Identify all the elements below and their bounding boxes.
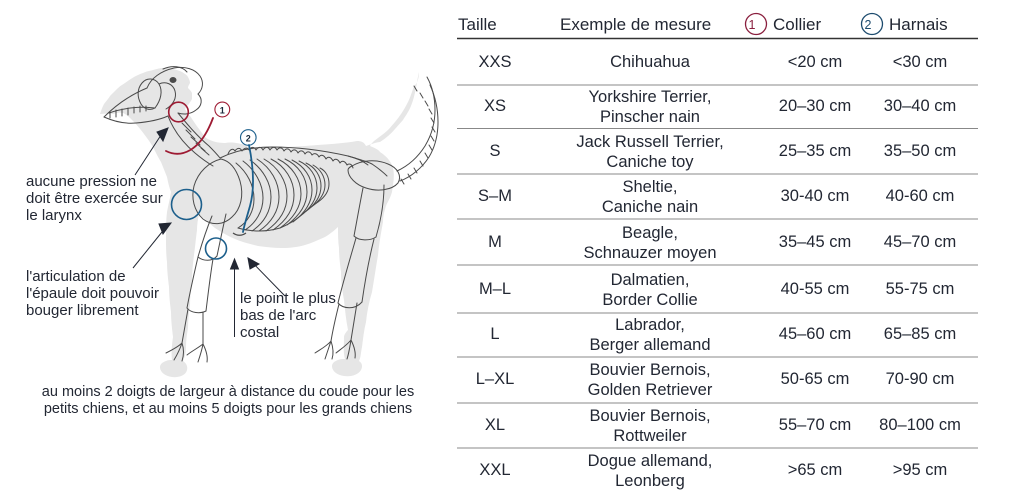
svg-text:2: 2 (246, 133, 251, 143)
svg-text:1: 1 (220, 105, 225, 115)
svg-text:l'épaule doit pouvoir: l'épaule doit pouvoir (26, 285, 159, 302)
svg-text:Caniche toy: Caniche toy (606, 153, 694, 171)
svg-text:>95 cm: >95 cm (893, 461, 948, 479)
svg-text:le larynx: le larynx (26, 207, 82, 224)
svg-text:Chihuahua: Chihuahua (610, 53, 691, 71)
svg-text:2: 2 (865, 18, 872, 32)
svg-text:XL: XL (485, 416, 505, 434)
svg-text:45–70 cm: 45–70 cm (884, 233, 956, 251)
svg-text:Golden Retriever: Golden Retriever (588, 381, 713, 399)
svg-text:<20 cm: <20 cm (788, 53, 843, 71)
svg-text:aucune pression ne: aucune pression ne (26, 173, 157, 190)
svg-text:30–40 cm: 30–40 cm (884, 97, 956, 115)
svg-text:doit être exercée sur: doit être exercée sur (26, 190, 163, 207)
svg-text:80–100 cm: 80–100 cm (879, 416, 961, 434)
svg-text:M–L: M–L (479, 280, 511, 298)
svg-text:L: L (490, 325, 499, 343)
svg-text:Dalmatien,: Dalmatien, (611, 271, 690, 289)
svg-text:20–30 cm: 20–30 cm (779, 97, 851, 115)
svg-text:le point le plus: le point le plus (240, 290, 336, 307)
svg-text:55-75 cm: 55-75 cm (886, 280, 955, 298)
svg-text:Bouvier Bernois,: Bouvier Bernois, (589, 361, 710, 379)
svg-text:Exemple de mesure: Exemple de mesure (560, 15, 711, 34)
svg-text:bas de l'arc: bas de l'arc (240, 307, 317, 324)
svg-text:25–35 cm: 25–35 cm (779, 142, 851, 160)
svg-text:XXS: XXS (478, 53, 511, 71)
svg-text:Schnauzer moyen: Schnauzer moyen (584, 244, 717, 262)
svg-text:costal: costal (240, 324, 279, 341)
svg-text:55–70 cm: 55–70 cm (779, 416, 851, 434)
svg-text:S: S (489, 142, 500, 160)
svg-text:Bouvier Bernois,: Bouvier Bernois, (589, 407, 710, 425)
svg-text:bouger librement: bouger librement (26, 302, 139, 319)
svg-text:Labrador,: Labrador, (615, 316, 685, 334)
svg-text:Sheltie,: Sheltie, (622, 178, 677, 196)
svg-text:70-90 cm: 70-90 cm (886, 370, 955, 388)
svg-text:35–45 cm: 35–45 cm (779, 233, 851, 251)
svg-text:35–50 cm: 35–50 cm (884, 142, 956, 160)
svg-text:Leonberg: Leonberg (615, 472, 685, 490)
svg-text:l'articulation de: l'articulation de (26, 268, 126, 285)
svg-text:40-60 cm: 40-60 cm (886, 187, 955, 205)
svg-text:M: M (488, 233, 502, 251)
svg-text:40-55 cm: 40-55 cm (781, 280, 850, 298)
svg-text:XXL: XXL (479, 461, 510, 479)
svg-text:Dogue allemand,: Dogue allemand, (588, 452, 713, 470)
svg-text:Jack Russell Terrier,: Jack Russell Terrier, (576, 133, 723, 151)
svg-text:L–XL: L–XL (476, 370, 515, 388)
svg-text:Border Collie: Border Collie (602, 291, 697, 309)
svg-text:1: 1 (749, 18, 756, 32)
svg-text:au moins 2 doigts de largeur à: au moins 2 doigts de largeur à distance … (42, 384, 414, 400)
svg-text:petits chiens, et au moins 5 d: petits chiens, et au moins 5 doigts pour… (44, 401, 412, 417)
svg-text:Collier: Collier (773, 15, 822, 34)
svg-text:XS: XS (484, 97, 506, 115)
svg-text:>65 cm: >65 cm (788, 461, 843, 479)
svg-text:Caniche nain: Caniche nain (602, 198, 698, 216)
svg-text:S–M: S–M (478, 187, 512, 205)
svg-text:<30 cm: <30 cm (893, 53, 948, 71)
svg-text:Taille: Taille (458, 15, 497, 34)
svg-text:Beagle,: Beagle, (622, 224, 678, 242)
svg-text:Harnais: Harnais (889, 15, 948, 34)
svg-text:Yorkshire Terrier,: Yorkshire Terrier, (589, 88, 712, 106)
svg-text:50-65 cm: 50-65 cm (781, 370, 850, 388)
svg-text:45–60 cm: 45–60 cm (779, 325, 851, 343)
svg-text:Berger allemand: Berger allemand (589, 336, 710, 354)
svg-text:30-40 cm: 30-40 cm (781, 187, 850, 205)
svg-text:Pinscher nain: Pinscher nain (600, 108, 700, 126)
svg-text:Rottweiler: Rottweiler (613, 427, 687, 445)
svg-text:65–85 cm: 65–85 cm (884, 325, 956, 343)
